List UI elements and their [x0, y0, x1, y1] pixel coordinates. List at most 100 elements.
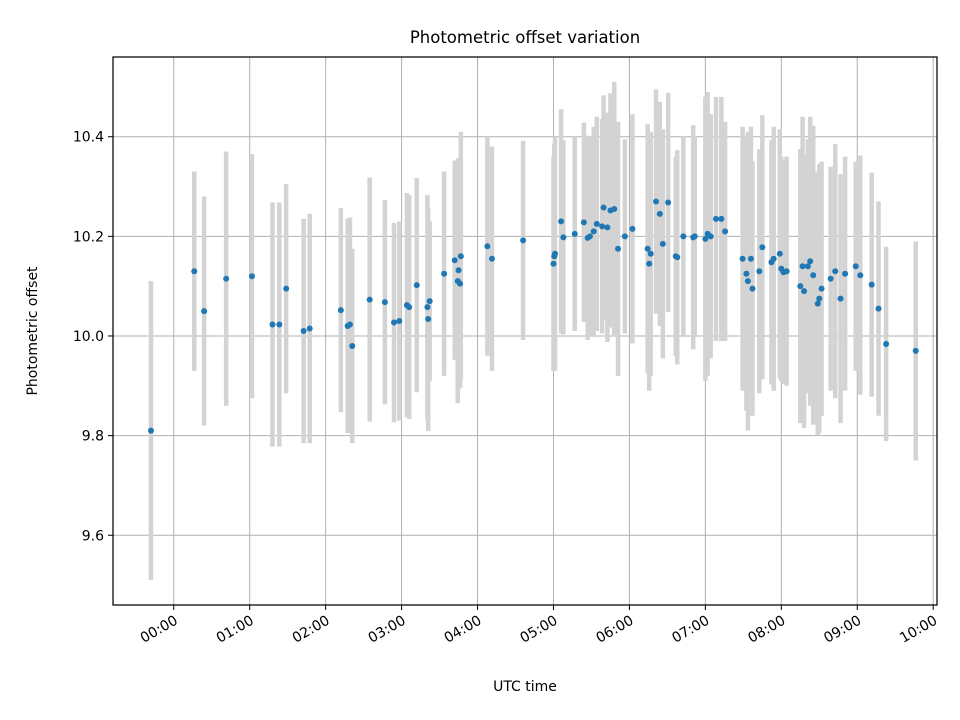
data-point: [747, 255, 754, 262]
data-point: [656, 210, 663, 217]
y-tick-label: 10.4: [73, 130, 104, 146]
data-points: [147, 198, 919, 434]
data-point: [580, 219, 587, 226]
data-point: [201, 308, 208, 315]
data-point: [396, 318, 403, 325]
data-point: [759, 244, 766, 251]
data-point: [599, 223, 606, 230]
data-point: [223, 275, 230, 282]
data-point: [832, 268, 839, 275]
data-point: [337, 307, 344, 314]
data-point: [674, 254, 681, 261]
data-point: [912, 347, 919, 354]
data-point: [807, 258, 814, 265]
data-point: [718, 215, 725, 222]
data-point: [814, 300, 821, 307]
data-point: [621, 233, 628, 240]
y-tick-label: 9.6: [82, 528, 104, 544]
data-point: [571, 230, 578, 237]
data-point: [349, 342, 356, 349]
data-point: [842, 270, 849, 277]
data-point: [644, 245, 651, 252]
data-point: [883, 340, 890, 347]
data-point: [707, 233, 714, 240]
data-point: [868, 281, 875, 288]
data-point: [857, 272, 864, 279]
data-point: [702, 235, 709, 242]
data-point: [346, 321, 353, 328]
data-point: [647, 250, 654, 257]
plot-frame: [112, 56, 938, 606]
data-point: [827, 275, 834, 282]
data-point: [558, 218, 565, 225]
data-point: [381, 299, 388, 306]
data-point: [713, 215, 720, 222]
data-point: [276, 321, 283, 328]
data-point: [484, 243, 491, 250]
data-point: [818, 285, 825, 292]
data-point: [615, 245, 622, 252]
data-point: [783, 268, 790, 275]
data-point: [451, 257, 458, 264]
y-tick-label: 9.8: [82, 429, 104, 445]
data-point: [744, 278, 751, 285]
data-point: [248, 273, 255, 280]
data-point: [406, 304, 413, 311]
data-point: [426, 298, 433, 305]
data-point: [852, 263, 859, 270]
data-point: [551, 250, 558, 257]
data-point: [875, 305, 882, 312]
y-tick-label: 10.2: [73, 229, 104, 245]
data-point: [306, 325, 313, 332]
data-point: [390, 319, 397, 326]
data-point: [646, 260, 653, 267]
data-point: [593, 220, 600, 227]
data-point: [680, 233, 687, 240]
data-point: [770, 255, 777, 262]
data-point: [586, 233, 593, 240]
data-point: [366, 296, 373, 303]
data-point: [147, 427, 154, 434]
data-point: [520, 237, 527, 244]
data-point: [550, 260, 557, 267]
data-point: [801, 288, 808, 295]
data-point: [441, 270, 448, 277]
data-point: [457, 253, 464, 260]
data-point: [691, 233, 698, 240]
data-point: [590, 228, 597, 235]
data-point: [722, 228, 729, 235]
data-point: [269, 321, 276, 328]
data-point: [739, 255, 746, 262]
data-point: [191, 268, 198, 275]
data-point: [604, 224, 611, 231]
data-point: [457, 280, 464, 287]
x-axis-label: UTC time: [493, 679, 557, 695]
y-axis: 9.6 9.8 10.0 10.2 10.4: [73, 130, 113, 544]
data-point: [455, 267, 462, 274]
y-axis-label: Photometric offset: [25, 266, 41, 396]
data-point: [799, 263, 806, 270]
data-point: [413, 282, 420, 289]
data-point: [797, 283, 804, 290]
data-point: [600, 204, 607, 211]
data-point: [629, 225, 636, 232]
data-point: [611, 205, 618, 212]
data-point: [665, 199, 672, 206]
data-point: [488, 255, 495, 262]
chart-title: Photometric offset variation: [410, 28, 640, 47]
y-tick-label: 10.0: [73, 329, 104, 345]
data-point: [659, 240, 666, 247]
data-point: [283, 285, 290, 292]
data-point: [810, 272, 817, 279]
data-point: [560, 234, 567, 241]
data-point: [749, 285, 756, 292]
data-point: [816, 295, 823, 302]
data-point: [837, 295, 844, 302]
data-point: [300, 328, 307, 334]
data-point: [425, 316, 432, 323]
data-point: [776, 250, 783, 257]
data-point: [653, 198, 660, 205]
data-point: [424, 304, 431, 311]
data-point: [804, 263, 811, 270]
